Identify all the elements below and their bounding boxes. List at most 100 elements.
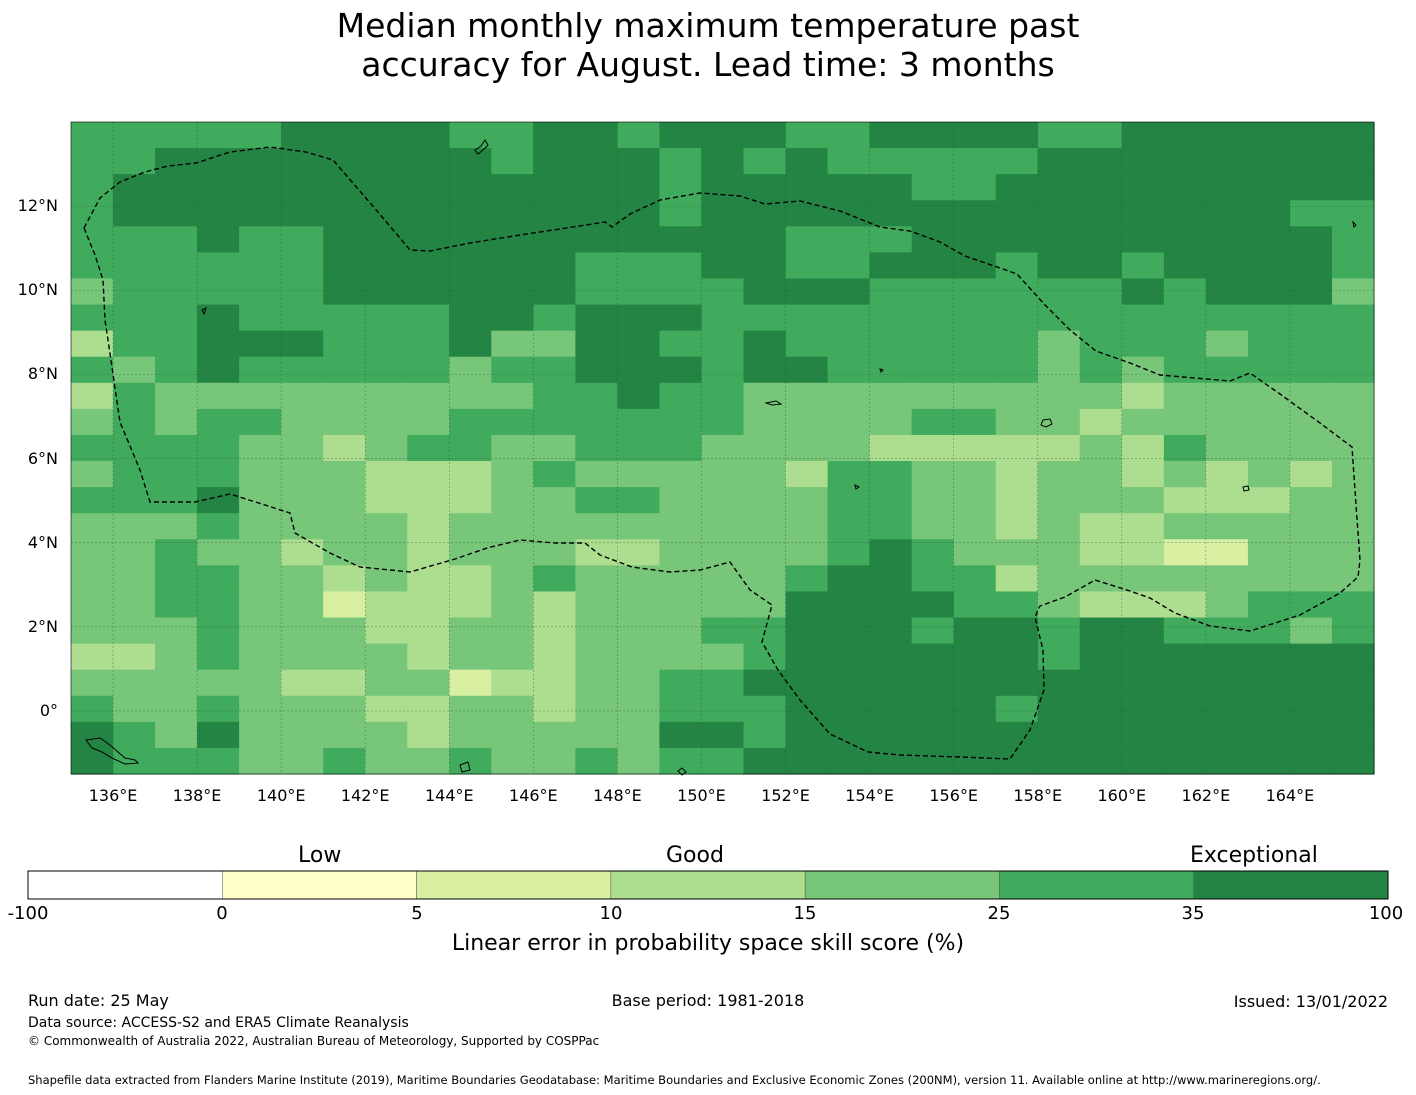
grid-cell: [1331, 408, 1375, 436]
grid-cell: [1079, 278, 1123, 306]
grid-cell: [1037, 226, 1081, 253]
grid-cell: [239, 669, 282, 697]
grid-cell: [1247, 747, 1291, 775]
grid-cell: [617, 617, 661, 645]
kosrae-island: [1242, 485, 1250, 492]
grid-cell: [995, 356, 1039, 384]
grid-cell: [239, 200, 282, 227]
map-frame: [70, 121, 1375, 775]
grid-cell: [1247, 513, 1291, 540]
grid-cell: [407, 330, 450, 358]
grid-cell: [113, 200, 156, 227]
grid-cell: [1247, 434, 1291, 462]
grid-cell: [1331, 513, 1375, 540]
grid-cell: [365, 382, 408, 410]
grid-cell: [1247, 539, 1291, 566]
grid-cell: [869, 174, 913, 201]
grid-cell: [1037, 122, 1081, 149]
yap-island: [201, 307, 207, 316]
grid-cell: [1121, 565, 1165, 593]
grid-cell: [869, 695, 913, 723]
grid-cell: [1331, 617, 1375, 645]
grid-cell: [785, 565, 829, 593]
grid-cell: [659, 434, 703, 462]
grid-cell: [197, 382, 240, 410]
grid-cell: [1289, 304, 1333, 332]
pohnpei-island: [1040, 418, 1053, 428]
grid-cell: [449, 695, 492, 723]
grid-cell: [785, 278, 829, 306]
grid-cell: [71, 669, 114, 697]
grid-cell: [1331, 695, 1375, 723]
grid-cell: [281, 200, 324, 227]
grid-cell: [1121, 747, 1165, 775]
grid-cell: [1163, 200, 1207, 227]
grid-cell: [1079, 382, 1123, 410]
grid-cell: [659, 461, 703, 488]
grid-cell: [743, 747, 787, 775]
grid-cell: [1079, 304, 1123, 332]
grid-cell: [575, 252, 619, 280]
grid-cell: [785, 200, 829, 227]
grid-cell: [869, 487, 913, 514]
grid-cell: [785, 122, 829, 149]
grid-cell: [1247, 382, 1291, 410]
grid-cell: [197, 721, 240, 749]
graticule: [71, 122, 1374, 774]
grid-cell: [1247, 148, 1291, 175]
grid-cell: [365, 278, 408, 306]
grid-cell: [743, 330, 787, 358]
tick-15: 15: [793, 903, 817, 924]
grid-cell: [197, 278, 240, 306]
category-good: Good: [666, 843, 724, 868]
grid-cell: [575, 617, 619, 645]
grid-cell: [911, 174, 955, 201]
grid-cell: [911, 148, 955, 175]
grid-cell: [617, 200, 661, 227]
grid-cell: [155, 487, 198, 514]
grid-cell: [827, 565, 871, 593]
grid-cell: [1289, 148, 1333, 175]
grid-cell: [1037, 304, 1081, 332]
grid-cell: [659, 304, 703, 332]
grid-cell: [71, 122, 114, 149]
colorbar-segment: [610, 870, 806, 900]
grid-cell: [953, 382, 997, 410]
grid-cell: [239, 122, 282, 149]
grid-cell: [1163, 487, 1207, 514]
lon-tick-label: 138°E: [172, 786, 222, 805]
grid-cell: [1121, 174, 1165, 201]
grid-cell: [827, 278, 871, 306]
grid-cell: [701, 382, 745, 410]
grid-cell: [911, 487, 955, 514]
grid-cell: [1247, 226, 1291, 253]
grid-cell: [701, 304, 745, 332]
grid-cell: [449, 200, 492, 227]
grid-cell: [449, 122, 492, 149]
grid-cell: [659, 721, 703, 749]
grid-cell: [575, 643, 619, 671]
grid-cell: [365, 330, 408, 358]
grid-cell: [71, 434, 114, 462]
grid-cell: [71, 617, 114, 645]
grid-cell: [1121, 408, 1165, 436]
grid-cell: [239, 487, 282, 514]
grid-cell: [1121, 304, 1165, 332]
grid-cell: [1289, 122, 1333, 149]
shapefile-credit: Shapefile data extracted from Flanders M…: [28, 1073, 1321, 1087]
guam-island: [474, 139, 489, 155]
copyright: © Commonwealth of Australia 2022, Austra…: [28, 1034, 600, 1048]
grid-cell: [113, 591, 156, 619]
grid-cell: [449, 226, 492, 253]
grid-cell: [995, 278, 1039, 306]
grid-cell: [1331, 304, 1375, 332]
grid-cell: [113, 252, 156, 280]
grid-cell: [1205, 669, 1249, 697]
grid-cell: [1079, 591, 1123, 619]
grid-cell: [1163, 747, 1207, 775]
grid-cell: [911, 747, 955, 775]
grid-cell: [743, 487, 787, 514]
lat-tick-label: 10°N: [17, 280, 58, 300]
grid-cell: [533, 330, 576, 358]
grid-cell: [785, 408, 829, 436]
